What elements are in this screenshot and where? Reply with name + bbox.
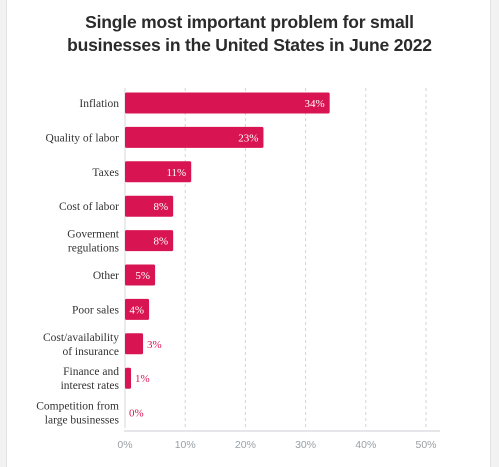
category-label: Finance and [63, 366, 119, 378]
data-label: 23% [238, 132, 258, 144]
data-label: 8% [153, 236, 168, 248]
category-label: of insurance [62, 346, 119, 358]
category-label: interest rates [61, 380, 120, 392]
data-label: 3% [147, 339, 162, 351]
category-label: Cost/availability [43, 332, 119, 344]
x-tick-label: 40% [355, 439, 376, 451]
data-label: 0% [129, 408, 144, 420]
category-label: regulations [68, 243, 120, 255]
bar [125, 230, 174, 252]
data-label: 5% [135, 270, 150, 282]
x-tick-label: 50% [415, 439, 436, 451]
bar [125, 195, 174, 217]
x-tick-label: 20% [235, 439, 256, 451]
category-label: Poor sales [72, 304, 119, 316]
bar [125, 264, 156, 286]
chart-title: Single most important problem for small … [7, 11, 492, 57]
x-tick-label: 0% [117, 439, 132, 451]
bar [125, 298, 150, 320]
category-label: Inflation [79, 98, 119, 110]
bar [125, 367, 132, 389]
category-label: Other [93, 270, 119, 282]
chart-frame: Single most important problem for small … [6, 0, 491, 467]
category-label: Goverment [67, 229, 120, 241]
data-label: 4% [129, 304, 144, 316]
category-label: Cost of labor [59, 201, 119, 213]
data-label: 11% [166, 167, 186, 179]
bar [125, 333, 144, 355]
category-label: Taxes [92, 167, 119, 179]
chart-title-line-2: businesses in the United States in June … [67, 35, 432, 55]
category-label: Competition from [36, 401, 119, 413]
category-label: Quality of labor [46, 132, 120, 144]
bar [125, 126, 264, 148]
x-tick-label: 10% [175, 439, 196, 451]
bar [125, 92, 330, 114]
data-label: 1% [135, 373, 150, 385]
data-label: 34% [305, 98, 325, 110]
chart-title-line-1: Single most important problem for small [85, 12, 414, 32]
x-tick-label: 30% [295, 439, 316, 451]
data-label: 8% [153, 201, 168, 213]
category-label: large businesses [45, 415, 120, 427]
bar [125, 161, 192, 183]
